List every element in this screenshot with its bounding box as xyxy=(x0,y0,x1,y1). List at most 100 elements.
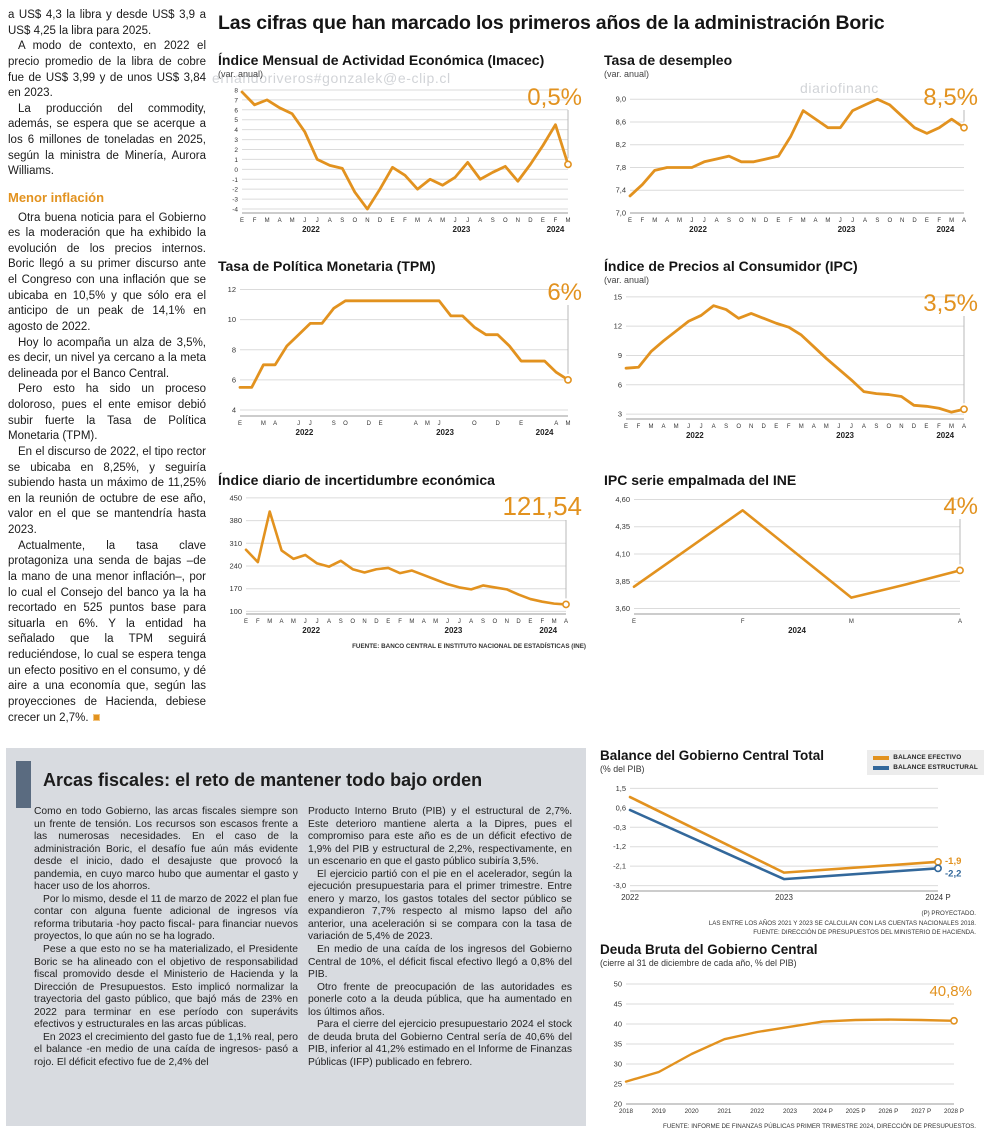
svg-text:D: D xyxy=(528,218,533,224)
svg-text:2025 P: 2025 P xyxy=(846,1108,866,1115)
svg-text:2024 P: 2024 P xyxy=(925,893,950,902)
svg-text:M: M xyxy=(949,424,954,430)
svg-text:M: M xyxy=(265,218,270,224)
svg-text:J: J xyxy=(316,218,319,224)
svg-text:D: D xyxy=(912,218,917,224)
svg-text:310: 310 xyxy=(229,539,242,548)
chart-imacec: Índice Mensual de Actividad Económica (I… xyxy=(218,52,586,239)
balance-legend: BALANCE EFECTIVO BALANCE ESTRUCTURAL xyxy=(867,750,984,775)
svg-text:2018: 2018 xyxy=(619,1108,634,1115)
svg-text:2022: 2022 xyxy=(302,225,320,234)
svg-text:5: 5 xyxy=(234,117,238,124)
svg-text:N: N xyxy=(899,424,903,430)
svg-text:-1: -1 xyxy=(232,177,238,184)
chart-incertidumbre-plot: 450 380 310 240 170 100 E F M A M J J A S O N D E F M A M J J A S O… xyxy=(218,488,586,640)
svg-text:D: D xyxy=(496,421,501,427)
svg-text:12: 12 xyxy=(614,322,622,331)
svg-text:J: J xyxy=(700,424,703,430)
svg-text:6: 6 xyxy=(232,375,236,384)
svg-text:2019: 2019 xyxy=(652,1108,667,1115)
article-paragraph: La producción del commodity, además, se … xyxy=(8,102,206,178)
fiscal-paragraph: Por lo mismo, desde el 11 de marzo de 20… xyxy=(34,893,298,943)
svg-text:3,85: 3,85 xyxy=(615,577,630,586)
legend-label-estructural: BALANCE ESTRUCTURAL xyxy=(893,764,978,771)
svg-text:O: O xyxy=(739,218,744,224)
chart-balance-header: Balance del Gobierno Central Total (% de… xyxy=(600,748,824,774)
svg-text:3,60: 3,60 xyxy=(615,604,630,613)
svg-text:-4: -4 xyxy=(232,207,238,214)
svg-text:A: A xyxy=(862,424,866,430)
svg-text:M: M xyxy=(267,619,272,625)
svg-text:2022: 2022 xyxy=(621,893,639,902)
svg-text:7,0: 7,0 xyxy=(616,209,626,218)
svg-text:-0,3: -0,3 xyxy=(613,823,626,832)
svg-text:M: M xyxy=(566,421,571,427)
svg-text:2023: 2023 xyxy=(436,428,454,437)
svg-text:F: F xyxy=(937,424,941,430)
chart-incertidumbre: Índice diario de incertidumbre económica… xyxy=(218,472,586,650)
balance-note: LAS ENTRE LOS AÑOS 2021 Y 2023 SE CALCUL… xyxy=(708,919,976,927)
svg-text:J: J xyxy=(690,218,693,224)
svg-text:S: S xyxy=(724,424,728,430)
svg-text:F: F xyxy=(403,218,407,224)
chart-imacec-subtitle: (var. anual) xyxy=(218,69,264,79)
svg-text:N: N xyxy=(505,619,509,625)
svg-text:F: F xyxy=(253,218,257,224)
svg-text:2023: 2023 xyxy=(836,431,854,440)
fiscal-title: Arcas fiscales: el reto de mantener todo… xyxy=(43,770,483,790)
fiscal-paragraph: En 2023 el crecimiento del gasto fue de … xyxy=(34,1031,298,1068)
svg-text:2020: 2020 xyxy=(685,1108,700,1115)
fiscal-paragraph: En medio de una caída de los ingresos de… xyxy=(308,944,572,981)
svg-text:O: O xyxy=(353,218,358,224)
chart-tpm-title: Tasa de Política Monetaria (TPM) xyxy=(218,258,436,274)
svg-text:15: 15 xyxy=(614,292,622,301)
svg-text:D: D xyxy=(374,619,379,625)
svg-text:E: E xyxy=(628,218,632,224)
svg-text:4,60: 4,60 xyxy=(615,495,630,504)
svg-text:M: M xyxy=(415,218,420,224)
legend-swatch-estructural xyxy=(873,765,890,770)
main-headline: Las cifras que han marcado los primeros … xyxy=(218,12,885,34)
svg-text:J: J xyxy=(703,218,706,224)
balance-note: (P) PROYECTADO. xyxy=(921,910,976,917)
svg-text:2022: 2022 xyxy=(689,225,707,234)
svg-text:170: 170 xyxy=(229,584,242,593)
svg-text:A: A xyxy=(280,619,284,625)
svg-text:6: 6 xyxy=(618,380,622,389)
svg-text:10: 10 xyxy=(228,315,236,324)
svg-text:S: S xyxy=(332,421,336,427)
legend-swatch-efectivo xyxy=(873,755,890,760)
svg-text:F: F xyxy=(641,218,645,224)
svg-text:M: M xyxy=(261,421,266,427)
svg-text:J: J xyxy=(297,421,300,427)
svg-text:J: J xyxy=(303,218,306,224)
svg-text:2024: 2024 xyxy=(539,626,557,635)
fiscal-paragraph: Otro frente de preocupación de las autor… xyxy=(308,981,572,1018)
svg-text:F: F xyxy=(256,619,260,625)
chart-deuda-plot: 50 45 40 35 30 25 20 2018 2019 2020 2021 2022 2023 20… xyxy=(600,968,984,1120)
svg-text:2022: 2022 xyxy=(302,626,320,635)
svg-text:2024: 2024 xyxy=(536,428,554,437)
svg-text:2021: 2021 xyxy=(717,1108,732,1115)
chart-desempleo-title: Tasa de desempleo xyxy=(604,52,733,68)
svg-text:O: O xyxy=(887,424,892,430)
chart-imacec-plot: 8 7 6 5 4 3 2 1 0 -1 -2 -3 -4 E F M A M J J A S O N D E F M A M J J A S O N… xyxy=(218,79,586,239)
svg-text:4%: 4% xyxy=(943,493,978,520)
svg-text:J: J xyxy=(851,218,854,224)
svg-text:E: E xyxy=(240,218,244,224)
svg-text:45: 45 xyxy=(614,1000,622,1009)
svg-text:F: F xyxy=(540,619,544,625)
legend-item-efectivo: BALANCE EFECTIVO xyxy=(873,754,978,761)
deuda-notes: FUENTE: INFORME DE FINANZAS PÚBLICAS PRI… xyxy=(600,1122,976,1132)
svg-text:M: M xyxy=(801,218,806,224)
svg-text:J: J xyxy=(316,619,319,625)
svg-text:35: 35 xyxy=(614,1040,622,1049)
svg-text:O: O xyxy=(493,619,498,625)
svg-text:D: D xyxy=(367,421,372,427)
svg-text:D: D xyxy=(378,218,383,224)
svg-text:A: A xyxy=(564,619,568,625)
svg-text:O: O xyxy=(887,218,892,224)
chart-desempleo-subtitle: (var. anual) xyxy=(604,69,650,79)
legend-label-efectivo: BALANCE EFECTIVO xyxy=(893,754,962,761)
svg-text:A: A xyxy=(958,619,962,625)
